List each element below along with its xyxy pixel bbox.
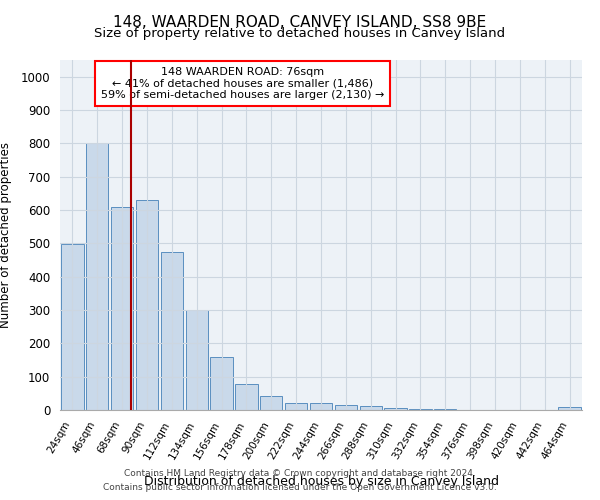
- Text: Contains HM Land Registry data © Crown copyright and database right 2024.: Contains HM Land Registry data © Crown c…: [124, 468, 476, 477]
- Bar: [185, 310, 208, 410]
- Bar: [136, 200, 158, 410]
- Text: Contains public sector information licensed under the Open Government Licence v3: Contains public sector information licen…: [103, 484, 497, 492]
- Text: 148 WAARDEN ROAD: 76sqm
← 41% of detached houses are smaller (1,486)
59% of semi: 148 WAARDEN ROAD: 76sqm ← 41% of detache…: [101, 67, 385, 100]
- Y-axis label: Number of detached properties: Number of detached properties: [0, 142, 13, 328]
- Bar: [359, 406, 382, 410]
- Bar: [235, 384, 257, 410]
- Bar: [86, 144, 109, 410]
- Bar: [111, 206, 133, 410]
- Bar: [335, 405, 357, 410]
- Bar: [161, 252, 183, 410]
- Text: Size of property relative to detached houses in Canvey Island: Size of property relative to detached ho…: [94, 28, 506, 40]
- Bar: [211, 356, 233, 410]
- Bar: [409, 409, 431, 410]
- Bar: [260, 396, 283, 410]
- Bar: [559, 408, 581, 410]
- Bar: [285, 402, 307, 410]
- X-axis label: Distribution of detached houses by size in Canvey Island: Distribution of detached houses by size …: [143, 475, 499, 488]
- Bar: [310, 402, 332, 410]
- Bar: [61, 244, 83, 410]
- Text: 148, WAARDEN ROAD, CANVEY ISLAND, SS8 9BE: 148, WAARDEN ROAD, CANVEY ISLAND, SS8 9B…: [113, 15, 487, 30]
- Bar: [385, 408, 407, 410]
